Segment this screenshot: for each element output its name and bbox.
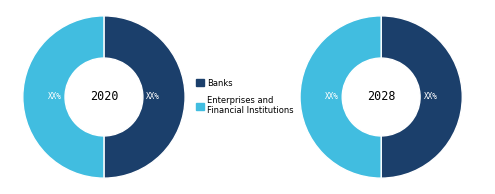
Legend: Banks, Enterprises and
Financial Institutions: Banks, Enterprises and Financial Institu… bbox=[195, 77, 296, 117]
Wedge shape bbox=[104, 16, 185, 178]
Text: XX%: XX% bbox=[48, 93, 62, 101]
Text: XX%: XX% bbox=[146, 93, 160, 101]
Wedge shape bbox=[381, 16, 462, 178]
Wedge shape bbox=[23, 16, 104, 178]
Text: 2020: 2020 bbox=[90, 90, 118, 104]
Text: XX%: XX% bbox=[423, 93, 437, 101]
Text: XX%: XX% bbox=[325, 93, 339, 101]
Text: 2028: 2028 bbox=[367, 90, 396, 104]
Wedge shape bbox=[300, 16, 381, 178]
